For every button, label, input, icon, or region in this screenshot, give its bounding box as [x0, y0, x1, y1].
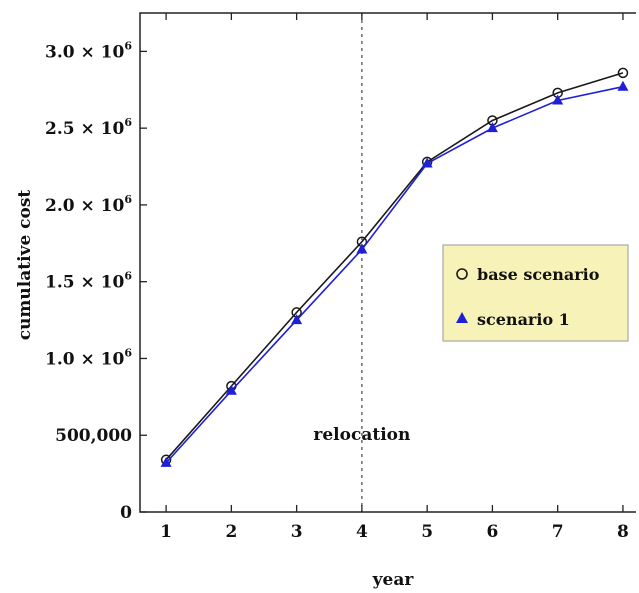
y-tick-exponent: 6 [124, 39, 132, 52]
y-tick-label-3: 1.5 × 106 [45, 270, 132, 293]
series-layer [160, 67, 629, 467]
y-tick-label-2: 1.0 × 106 [45, 346, 132, 369]
legend-marker-scenario-1 [456, 312, 468, 323]
x-tick-label-2: 2 [225, 522, 237, 542]
plot-frame-layer [139, 12, 636, 513]
x-tick-label-7: 7 [552, 522, 564, 542]
legend-label-base-scenario: base scenario [477, 265, 600, 284]
legend-box [442, 244, 629, 342]
y-tick-label-1: 500,000 [55, 426, 132, 446]
series-line-scenario-1 [165, 85, 624, 464]
y-tick-label-5: 2.5 × 106 [45, 116, 132, 139]
point-scenario-1-4 [356, 243, 368, 254]
y-tick-mantissa: 1.5 × 10 [45, 273, 124, 293]
y-tick-label-4: 2.0 × 106 [45, 193, 132, 216]
y-tick-mantissa: 500,000 [55, 426, 132, 446]
y-axis-label: cumulative cost [15, 190, 35, 341]
x-tick-label-4: 4 [356, 522, 368, 542]
point-scenario-1-5 [421, 157, 433, 168]
y-tick-exponent: 6 [124, 116, 132, 129]
point-base-scenario-8 [617, 67, 629, 79]
y-tick-mantissa: 0 [120, 503, 132, 523]
series-line-base-scenario [165, 72, 624, 461]
y-tick-label-6: 3.0 × 106 [45, 39, 132, 62]
y-tick-exponent: 6 [124, 346, 132, 359]
point-scenario-1-1 [160, 456, 172, 467]
y-tick-mantissa: 1.0 × 10 [45, 349, 124, 369]
annotation-label-relocation: relocation [313, 425, 410, 445]
y-tick-mantissa: 2.0 × 10 [45, 196, 124, 216]
legend-marker-base-scenario [456, 268, 468, 280]
y-tick-mantissa: 2.5 × 10 [45, 119, 124, 139]
point-scenario-1-6 [486, 122, 498, 133]
x-tick-label-1: 1 [160, 522, 172, 542]
point-scenario-1-8 [617, 80, 629, 91]
y-tick-label-0: 0 [120, 503, 132, 523]
y-tick-mantissa: 3.0 × 10 [45, 42, 124, 62]
point-scenario-1-3 [291, 314, 303, 325]
x-tick-label-3: 3 [291, 522, 303, 542]
y-tick-exponent: 6 [124, 270, 132, 283]
legend-label-scenario-1: scenario 1 [477, 310, 570, 329]
point-scenario-1-7 [552, 94, 564, 105]
x-tick-label-8: 8 [617, 522, 629, 542]
point-scenario-1-2 [225, 384, 237, 395]
x-axis-label: year [372, 570, 415, 590]
plot-frame [139, 12, 636, 513]
annotation-layer: relocation [313, 13, 410, 512]
x-tick-label-6: 6 [486, 522, 498, 542]
x-tick-label-5: 5 [421, 522, 433, 542]
legend: base scenario scenario 1 [442, 244, 629, 342]
y-tick-exponent: 6 [124, 193, 132, 206]
